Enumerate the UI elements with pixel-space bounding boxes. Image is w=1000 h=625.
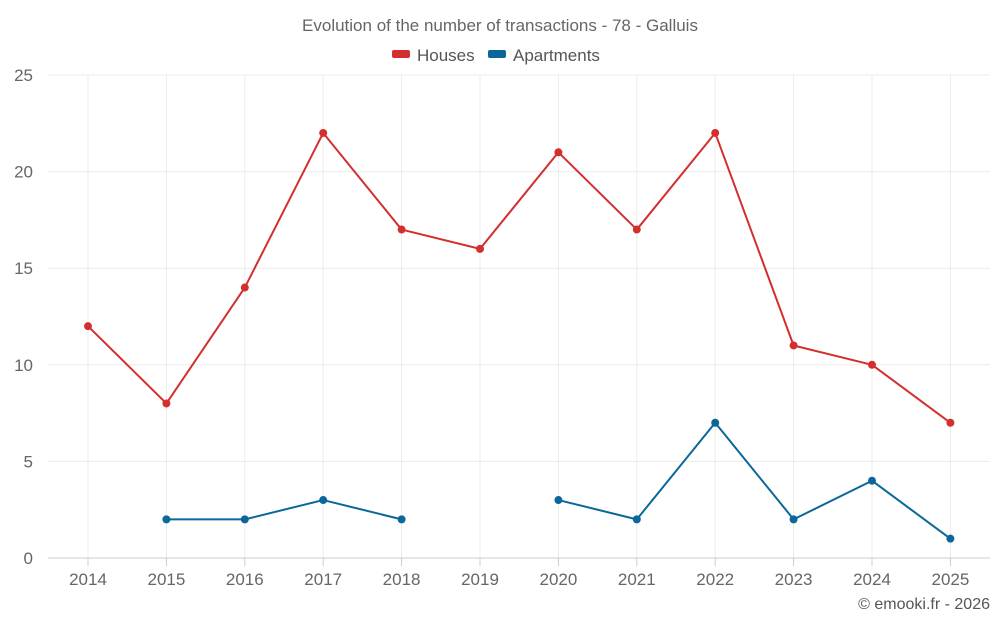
series-houses: [84, 128, 955, 427]
data-point-houses[interactable]: [84, 322, 92, 331]
data-point-houses[interactable]: [554, 148, 563, 157]
data-point-apartments[interactable]: [789, 515, 798, 524]
series-line-apartments: [165, 499, 403, 521]
y-tick-label: 20: [14, 163, 33, 182]
series-line-apartments: [557, 421, 952, 540]
data-point-houses[interactable]: [397, 225, 406, 234]
data-point-houses[interactable]: [632, 225, 641, 234]
data-point-houses[interactable]: [868, 360, 876, 369]
legend-item-houses[interactable]: Houses: [392, 46, 475, 65]
x-tick-label: 2023: [775, 570, 813, 589]
data-point-apartments[interactable]: [711, 418, 720, 427]
x-tick-label: 2021: [618, 570, 656, 589]
data-point-apartments[interactable]: [868, 476, 876, 485]
y-gridlines: [48, 74, 990, 462]
legend-swatch-houses: [392, 50, 410, 58]
x-tick-label: 2020: [539, 570, 577, 589]
x-tick-label: 2024: [853, 570, 891, 589]
data-point-apartments[interactable]: [946, 534, 955, 543]
y-tick-label: 15: [14, 259, 33, 278]
data-point-apartments[interactable]: [162, 515, 171, 524]
data-point-apartments[interactable]: [632, 515, 641, 524]
legend-swatch-apartments: [488, 50, 506, 58]
data-point-apartments[interactable]: [397, 515, 406, 524]
data-point-apartments[interactable]: [319, 496, 328, 505]
data-point-houses[interactable]: [240, 283, 249, 292]
chart-credit: © emooki.fr - 2026: [858, 596, 990, 613]
y-axis-ticks: 0 5 10 15 20 25: [14, 66, 33, 568]
legend-label-apartments: Apartments: [513, 46, 600, 65]
y-tick-label: 5: [24, 452, 33, 471]
x-tick-label: 2017: [304, 570, 342, 589]
data-point-houses[interactable]: [476, 244, 484, 253]
series-apartments: [162, 418, 955, 543]
x-tick-label: 2025: [931, 570, 969, 589]
data-point-houses[interactable]: [946, 418, 955, 427]
series-line-houses: [87, 131, 952, 424]
y-tick-label: 25: [14, 66, 33, 85]
series-layer: [84, 128, 955, 543]
data-point-houses[interactable]: [789, 341, 798, 350]
data-point-apartments[interactable]: [554, 496, 563, 505]
y-tick-label: 10: [14, 356, 33, 375]
x-tick-label: 2022: [696, 570, 734, 589]
x-axis-ticks: 2014 2015 2016 2017 2018 2019 2020 2021 2022 2023…: [69, 558, 969, 589]
x-gridlines: [87, 75, 951, 558]
x-tick-label: 2019: [461, 570, 499, 589]
data-point-houses[interactable]: [319, 128, 328, 137]
chart-title: Evolution of the number of transactions …: [302, 16, 698, 35]
x-tick-label: 2014: [69, 570, 107, 589]
legend: Houses Apartments: [392, 46, 600, 65]
data-point-houses[interactable]: [711, 128, 720, 137]
x-tick-label: 2018: [383, 570, 421, 589]
y-tick-label: 0: [24, 549, 33, 568]
x-tick-label: 2016: [226, 570, 264, 589]
legend-item-apartments[interactable]: Apartments: [488, 46, 600, 65]
data-point-apartments[interactable]: [240, 515, 249, 524]
legend-label-houses: Houses: [417, 46, 475, 65]
x-tick-label: 2015: [147, 570, 185, 589]
data-point-houses[interactable]: [162, 399, 171, 408]
